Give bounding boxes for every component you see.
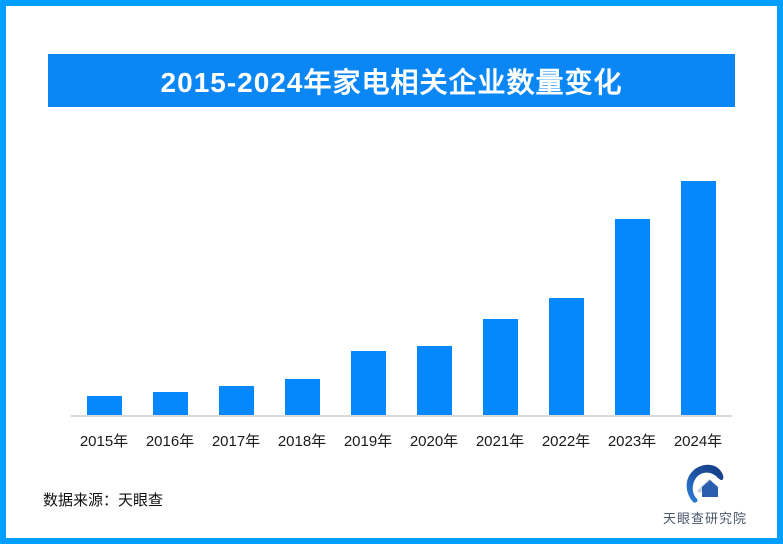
x-tick-label: 2016年 (145, 433, 195, 450)
bar-2020年 (416, 346, 452, 415)
bar-2015年 (86, 396, 122, 415)
logo-text: 天眼查研究院 (662, 511, 747, 526)
tianyancha-eye-icon (686, 464, 724, 503)
x-axis-line (71, 415, 732, 417)
bar-2022年 (548, 298, 584, 415)
bar-2017年 (218, 386, 254, 415)
x-tick-label: 2019年 (343, 433, 393, 450)
bar-2024年 (680, 181, 716, 415)
bars-container (71, 166, 732, 416)
x-tick-label: 2015年 (79, 433, 129, 450)
bar-2021年 (482, 319, 518, 415)
x-axis-labels: 2015年 2016年 2017年 2018年 2019年 2020年 2021年 2022年… (0, 430, 783, 452)
x-tick-label: 2024年 (673, 433, 723, 450)
x-tick-label: 2018年 (277, 433, 327, 450)
bar-2019年 (350, 351, 386, 415)
x-tick-label: 2020年 (409, 433, 459, 450)
bar-2023年 (614, 219, 650, 415)
chart-title-banner: 2015-2024年家电相关企业数量变化 (48, 54, 735, 107)
tianyancha-logo: 天眼查研究院 (652, 464, 758, 527)
data-source-label: 数据来源：天眼查 (43, 492, 164, 509)
x-tick-label: 2017年 (211, 433, 261, 450)
bar-2016年 (152, 392, 188, 415)
x-tick-label: 2023年 (607, 433, 657, 450)
bar-2018年 (284, 379, 320, 415)
chart-title: 2015-2024年家电相关企业数量变化 (160, 66, 623, 98)
x-tick-label: 2022年 (541, 433, 591, 450)
x-tick-label: 2021年 (475, 433, 525, 450)
